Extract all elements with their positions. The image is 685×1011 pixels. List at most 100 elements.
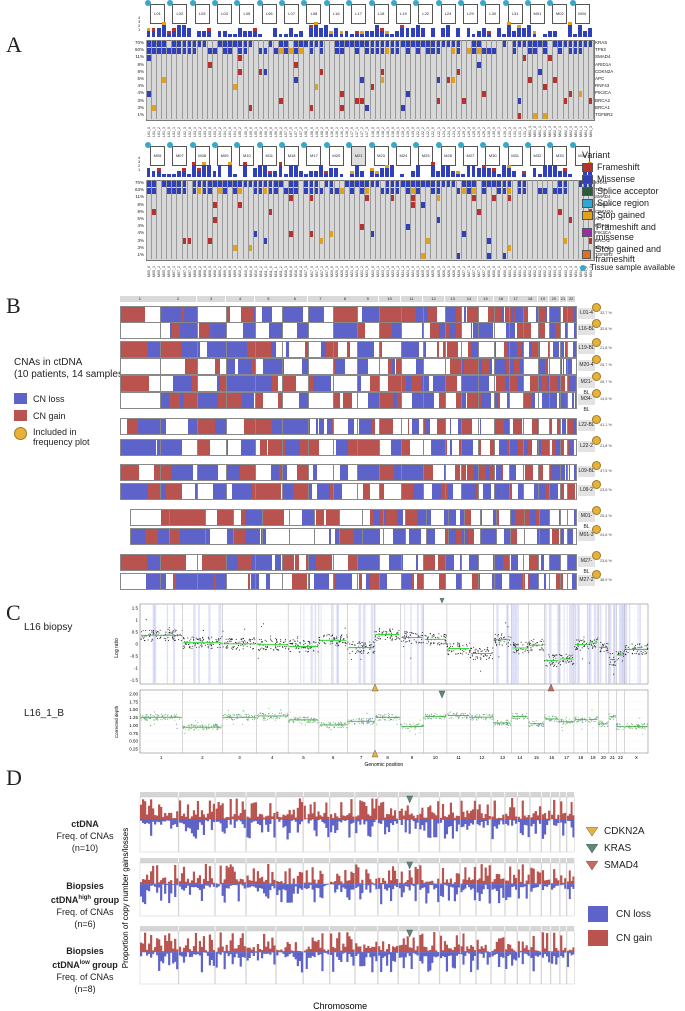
cna-block xyxy=(509,440,518,455)
patient-box: L06 xyxy=(261,4,277,24)
mutation-count-bar xyxy=(187,174,191,177)
mutation-cell xyxy=(273,187,278,194)
gene-label: RNF43 xyxy=(595,83,610,89)
cna-block xyxy=(344,465,349,480)
mutation-count-bar xyxy=(151,28,156,31)
mutation-cell xyxy=(151,187,156,194)
data-point xyxy=(419,719,421,721)
mutation-count-bar xyxy=(502,34,506,37)
sample-label: L01_2 xyxy=(157,127,162,138)
cna-block xyxy=(241,440,252,455)
data-point xyxy=(596,716,599,718)
data-point xyxy=(476,718,478,720)
data-point xyxy=(228,714,230,716)
mutation-cell xyxy=(182,47,187,54)
cna-block xyxy=(409,376,412,391)
chromosome-segment xyxy=(196,464,228,481)
loss-bar xyxy=(380,819,383,824)
data-point xyxy=(347,722,349,724)
sample-label: L07_1 xyxy=(294,127,299,138)
cna-block xyxy=(343,393,348,408)
cna-block xyxy=(170,323,172,338)
data-point xyxy=(573,717,575,719)
chromosome-segment xyxy=(307,375,335,392)
loss-bar xyxy=(369,819,372,837)
loss-bar xyxy=(393,819,397,822)
data-point xyxy=(175,714,178,716)
data-point xyxy=(510,644,512,646)
loss-bar xyxy=(445,819,449,835)
data-point xyxy=(384,638,386,641)
data-point xyxy=(284,646,286,648)
data-point xyxy=(280,709,282,711)
loss-bar xyxy=(192,819,196,837)
cna-block xyxy=(430,323,436,338)
tumor-fraction: 32,7 % xyxy=(600,311,612,315)
cna-block xyxy=(329,484,334,499)
cna-block xyxy=(442,342,446,357)
gain-bar xyxy=(305,818,308,819)
data-point xyxy=(515,649,517,651)
mutation-cell xyxy=(436,98,441,105)
cna-block xyxy=(556,419,558,434)
data-point xyxy=(562,718,564,720)
mutation-cell xyxy=(258,69,263,76)
chromosome-segment xyxy=(333,341,359,358)
data-point xyxy=(153,711,156,713)
sample-label: M21_0 xyxy=(350,266,355,278)
cna-block xyxy=(308,555,316,570)
loss-bar xyxy=(382,819,385,821)
data-point xyxy=(567,656,569,658)
data-point xyxy=(487,647,489,649)
loss-bar xyxy=(273,819,276,838)
mutation-cell xyxy=(268,209,273,216)
data-point xyxy=(318,722,320,724)
loss-bar xyxy=(447,819,451,827)
sample-label: M11_3 xyxy=(263,266,268,278)
data-point xyxy=(456,653,458,655)
cna-block xyxy=(391,440,402,455)
chromosome-segment xyxy=(479,528,498,545)
mutation-cell xyxy=(446,76,451,83)
data-point xyxy=(619,724,621,726)
data-point xyxy=(285,647,287,649)
gain-bar xyxy=(241,801,244,819)
gene-percent: 1% xyxy=(137,112,144,117)
data-point xyxy=(558,653,561,656)
cna-block xyxy=(180,307,184,322)
mutation-cell xyxy=(248,180,253,187)
mutation-cell xyxy=(334,187,339,194)
chromosome-segment xyxy=(479,509,498,526)
cna-block xyxy=(575,307,577,322)
mutation-count-bar xyxy=(314,22,318,25)
mutation-count-bar xyxy=(456,174,461,177)
data-point xyxy=(624,653,626,656)
cna-block xyxy=(572,393,575,408)
mutation-cell xyxy=(532,47,537,54)
cna-block xyxy=(573,323,577,338)
cna-block xyxy=(217,510,222,525)
chromosome-segment xyxy=(333,418,359,435)
data-point xyxy=(355,648,357,650)
data-point xyxy=(307,716,309,718)
chromosome-segment xyxy=(282,554,310,571)
sample-label: M04_0 xyxy=(573,126,578,138)
gene-label: BRCA2 xyxy=(595,237,611,243)
cna-block xyxy=(380,393,394,408)
cna-block xyxy=(432,376,446,391)
data-point xyxy=(486,649,488,651)
data-point xyxy=(572,663,574,665)
sample-label: L08_3 xyxy=(324,127,329,138)
sample-label: M09_0 xyxy=(228,266,233,278)
gain-bar xyxy=(284,815,287,819)
gain-bar xyxy=(443,816,447,819)
cna-block xyxy=(316,484,330,499)
patient-box: L22 xyxy=(418,4,434,24)
patient-box: M31 xyxy=(507,146,523,166)
chrom-strip xyxy=(276,792,303,797)
data-point xyxy=(258,639,260,641)
data-point xyxy=(219,643,221,646)
cna-block xyxy=(560,359,562,374)
chromosome-segment xyxy=(333,483,359,500)
cna-block xyxy=(157,529,168,544)
